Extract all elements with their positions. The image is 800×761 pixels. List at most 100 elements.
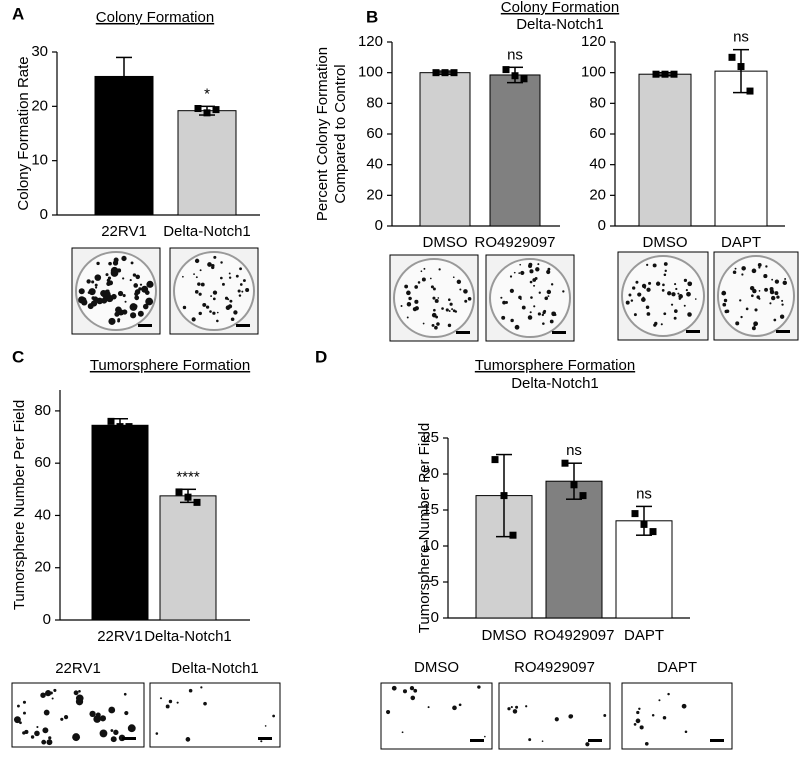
x-tick-label: DAPT <box>721 234 761 251</box>
colony <box>107 276 112 280</box>
colony <box>771 278 774 281</box>
colony <box>662 283 665 287</box>
data-point <box>212 106 220 114</box>
colony <box>515 705 519 709</box>
colony <box>535 267 540 272</box>
colony <box>687 281 693 287</box>
colony <box>143 287 147 291</box>
colony <box>661 288 665 292</box>
colony <box>110 266 119 275</box>
colony <box>117 290 124 297</box>
colony <box>769 287 774 292</box>
colony <box>510 318 514 323</box>
colony <box>213 255 217 259</box>
bar <box>177 110 237 216</box>
colony <box>663 312 667 316</box>
colony <box>542 322 545 325</box>
colony <box>225 305 231 310</box>
colony <box>199 269 202 272</box>
colony <box>525 705 528 708</box>
data-point <box>570 481 578 489</box>
y-tick-label: 60 <box>589 125 606 142</box>
colony <box>210 295 213 297</box>
colony <box>782 280 788 286</box>
colony <box>400 305 403 307</box>
data-point <box>491 456 499 464</box>
x-tick-label: DAPT <box>624 627 664 644</box>
image-frame <box>380 682 493 750</box>
x-tick-label: RO4929097 <box>534 627 615 644</box>
y-tick-label: 40 <box>589 156 606 173</box>
scale-bar <box>122 737 136 740</box>
colony <box>22 700 26 704</box>
error-bar <box>566 462 582 500</box>
colony <box>633 723 637 726</box>
colony <box>404 284 409 289</box>
colony <box>410 695 416 701</box>
colony <box>507 707 511 711</box>
colony <box>769 302 772 305</box>
colony <box>533 284 536 287</box>
data-point <box>193 498 201 506</box>
colony <box>182 275 184 278</box>
colony <box>86 279 91 284</box>
colony <box>662 715 667 720</box>
colony <box>758 297 761 300</box>
colony <box>642 296 645 299</box>
colony <box>532 278 537 282</box>
colony <box>124 300 127 303</box>
colony <box>509 275 513 278</box>
colony <box>664 269 667 273</box>
colony <box>431 323 435 327</box>
y-tick-label: 0 <box>375 217 383 234</box>
colony <box>741 273 744 276</box>
colony <box>130 261 134 265</box>
x-tick-label: DMSO <box>643 234 688 251</box>
colony <box>550 283 554 286</box>
colony <box>452 705 457 711</box>
colony <box>603 714 607 717</box>
error-bar <box>636 505 652 536</box>
colony <box>635 718 641 724</box>
plate <box>75 251 157 331</box>
colony <box>651 714 655 717</box>
colony <box>773 318 777 322</box>
colony <box>23 711 26 715</box>
colony <box>449 302 453 306</box>
colony <box>654 321 658 326</box>
bar <box>159 495 217 621</box>
x-tick-label: RO4929097 <box>475 234 556 251</box>
colony <box>88 288 96 296</box>
colony <box>660 323 663 326</box>
scale-bar <box>258 737 272 740</box>
colony <box>774 279 780 284</box>
colony <box>655 281 661 286</box>
colony <box>129 279 132 282</box>
colony <box>637 292 642 297</box>
data-point <box>500 492 508 500</box>
colony <box>438 268 441 271</box>
y-axis-label: Tumorsphere Number Per Field <box>416 423 433 633</box>
colony <box>562 290 565 293</box>
colony <box>477 685 481 689</box>
colony <box>739 299 742 302</box>
panel-label: D <box>315 347 327 366</box>
colony <box>101 297 108 304</box>
colony <box>211 263 215 268</box>
colony <box>122 277 125 280</box>
image-frame <box>621 682 733 750</box>
colony <box>386 709 391 715</box>
error-bar <box>733 48 749 94</box>
colony <box>110 729 114 732</box>
data-point <box>125 423 133 431</box>
colony <box>671 292 676 297</box>
data-point <box>432 69 440 77</box>
colony <box>122 293 126 298</box>
y-tick-label: 100 <box>358 64 383 81</box>
colony <box>750 294 754 298</box>
data-point <box>561 459 569 467</box>
colony <box>239 267 242 271</box>
colony <box>646 287 651 292</box>
colony <box>205 305 210 309</box>
data-point <box>203 109 211 117</box>
